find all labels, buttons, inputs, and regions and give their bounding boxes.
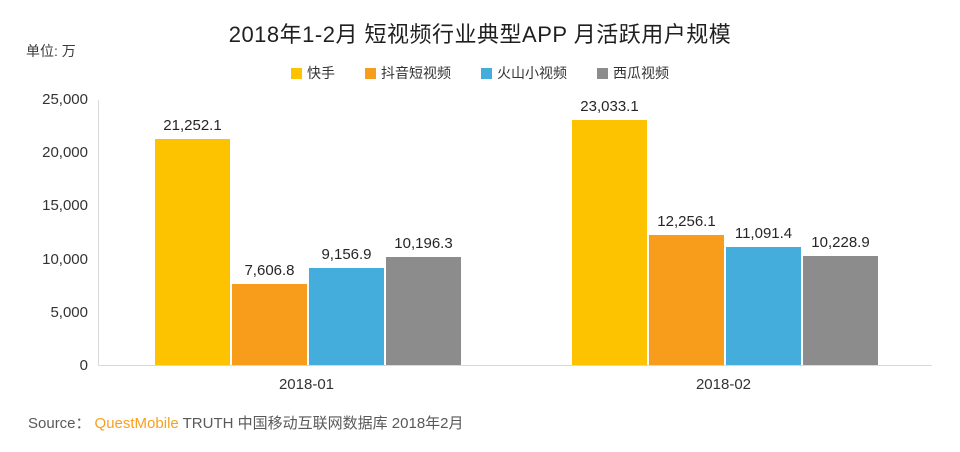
- y-tick-label: 10,000: [42, 250, 88, 268]
- x-axis-label-2018-01: 2018-01: [278, 376, 335, 393]
- legend-swatch-icon: [365, 67, 376, 79]
- source-brand: QuestMobile: [94, 415, 179, 432]
- legend-label: 西瓜视频: [613, 65, 669, 81]
- bar-2018-02-series-3: [803, 256, 878, 365]
- bar-2018-01-series-3: [386, 257, 461, 365]
- plot-area: 21,252.1 7,606.8 9,156.9 10,196.3 23,033.1 12…: [98, 98, 932, 366]
- bar-value-label: 23,033.1: [580, 98, 639, 115]
- bar-value-label: 12,256.1: [657, 213, 716, 230]
- y-tick-label: 5,000: [50, 303, 88, 321]
- unit-label: 单位: 万: [26, 43, 76, 59]
- bar-2018-01-series-1: [232, 284, 307, 365]
- bar-value-label: 7,606.8: [244, 262, 295, 279]
- source-line: Source： QuestMobile TRUTH 中国移动互联网数据库 2018…: [28, 412, 464, 433]
- source-prefix: Source：: [28, 415, 91, 432]
- bar-value-label: 21,252.1: [163, 117, 222, 134]
- y-tick-label: 0: [79, 357, 88, 374]
- bar-2018-01-series-2: [309, 268, 384, 365]
- legend-label: 火山小视频: [497, 65, 567, 81]
- x-axis-label-2018-02: 2018-02: [695, 376, 752, 393]
- y-tick-label: 25,000: [42, 91, 88, 108]
- legend-label: 抖音短视频: [381, 65, 451, 81]
- legend-swatch-icon: [291, 67, 302, 79]
- y-tick-label: 15,000: [42, 197, 88, 215]
- bar-2018-01-series-0: [155, 139, 230, 365]
- source-suffix: TRUTH 中国移动互联网数据库 2018年2月: [178, 415, 464, 432]
- legend-item-3: 西瓜视频: [597, 63, 669, 83]
- bar-2018-02-series-2: [726, 247, 801, 365]
- bar-value-label: 11,091.4: [734, 225, 793, 242]
- legend-item-0: 快手: [291, 63, 335, 83]
- legend-label: 快手: [307, 65, 335, 81]
- bar-value-label: 10,196.3: [394, 235, 453, 252]
- chart-title: 2018年1-2月 短视频行业典型APP 月活跃用户规模: [228, 22, 732, 47]
- legend-item-1: 抖音短视频: [365, 63, 451, 83]
- y-tick-label: 20,000: [42, 144, 88, 162]
- bar-value-label: 9,156.9: [321, 246, 372, 263]
- bar-2018-02-series-0: [572, 120, 647, 365]
- legend-item-2: 火山小视频: [481, 63, 567, 83]
- bar-2018-02-series-1: [649, 235, 724, 365]
- legend-swatch-icon: [481, 67, 492, 79]
- legend: 快手 抖音短视频 火山小视频 西瓜视频: [0, 63, 960, 83]
- legend-swatch-icon: [597, 67, 608, 79]
- bar-value-label: 10,228.9: [811, 234, 870, 251]
